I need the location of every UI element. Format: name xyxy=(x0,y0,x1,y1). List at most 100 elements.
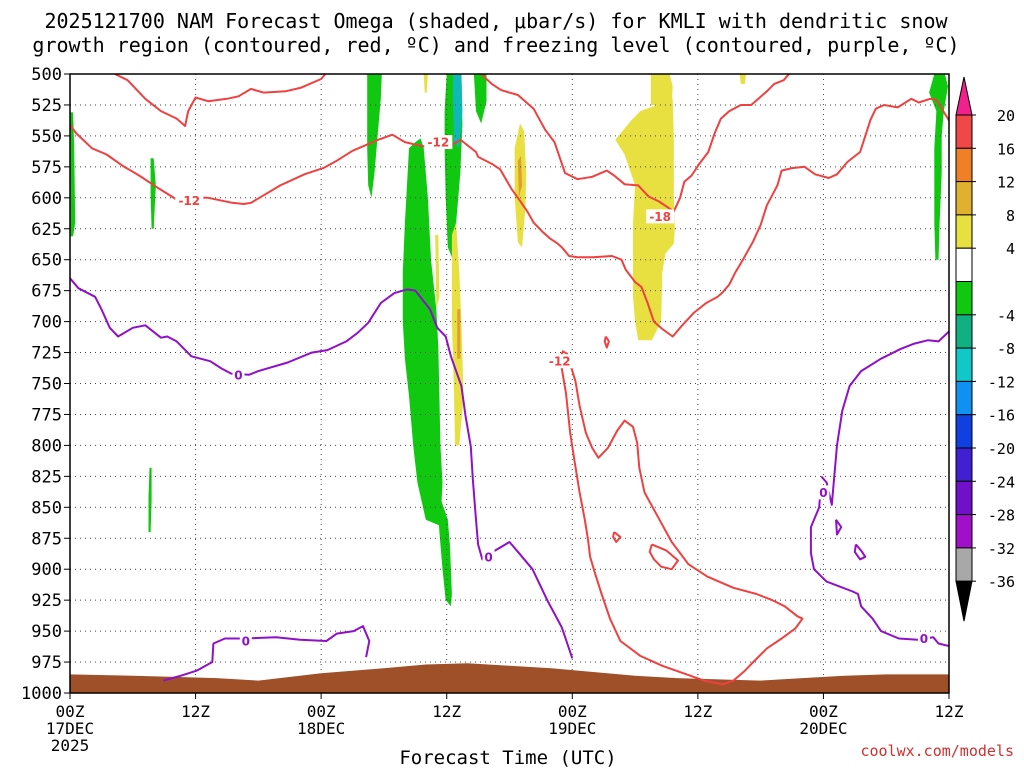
colorbar-top-arrow xyxy=(955,76,973,116)
y-tick-label-650: 650 xyxy=(31,251,62,271)
grid-layer xyxy=(70,74,949,693)
colorbar-label-4: 4 xyxy=(1006,240,1015,258)
colorbar-box-9 xyxy=(955,414,973,449)
y-tick-label-1000: 1000 xyxy=(21,684,62,704)
omega-shaded-region-5 xyxy=(437,501,452,607)
contour-label-1-2: 0 xyxy=(242,635,250,649)
y-axis: 500 525 550 575 600 625 650 675 700 725 750 775 800 8… xyxy=(21,65,70,704)
colorbar-label-9: -20 xyxy=(988,440,1015,458)
y-tick-label-875: 875 xyxy=(31,529,62,549)
contour-line-0-4 xyxy=(559,350,804,686)
x-tick-label-7-0: 12Z xyxy=(935,702,964,721)
contour-label-bg xyxy=(917,631,930,646)
y-tick-label-775: 775 xyxy=(31,405,62,425)
omega-shaded-region-8 xyxy=(453,74,463,149)
x-tick-label-0-2: 2025 xyxy=(51,736,90,755)
x-tick-label-2-1: 18DEC xyxy=(297,719,345,738)
x-tick-label-6-1: 20DEC xyxy=(799,719,847,738)
y-tick-label-925: 925 xyxy=(31,591,62,611)
colorbar-label-13: -36 xyxy=(988,573,1015,591)
contour-line-0-1 xyxy=(70,97,949,338)
terrain-fill xyxy=(70,663,949,693)
contour-label-0-1: -12 xyxy=(427,136,449,150)
contour-label-bg xyxy=(545,354,574,369)
contour-line-1-1 xyxy=(162,625,371,682)
colorbar-label-6: -8 xyxy=(997,340,1015,358)
contour-label-1-3: 0 xyxy=(819,486,827,500)
colorbar-box-1 xyxy=(955,147,973,183)
terrain-layer xyxy=(70,663,949,693)
contour-line-1-2 xyxy=(809,492,949,647)
colorbar-box-3 xyxy=(955,214,973,249)
colorbar-box-10 xyxy=(955,447,973,482)
colorbar-label-2: 12 xyxy=(997,174,1015,192)
omega-shaded-region-1 xyxy=(70,112,76,237)
y-tick-label-825: 825 xyxy=(31,467,62,487)
contour-label-bg xyxy=(817,485,830,500)
omega-shaded-region-17 xyxy=(435,234,440,310)
y-tick-label-800: 800 xyxy=(31,436,62,456)
contour-label-bg xyxy=(482,549,495,564)
x-tick-label-1-0: 12Z xyxy=(181,702,210,721)
contour-label-1-4: 0 xyxy=(920,632,928,646)
contour-label-bg xyxy=(424,135,453,150)
chart-title-line1: 2025121700 NAM Forecast Omega (shaded, μ… xyxy=(44,9,948,33)
colorbar-label-3: 8 xyxy=(1006,207,1015,225)
y-tick-label-500: 500 xyxy=(31,65,62,85)
x-tick-label-4-1: 19DEC xyxy=(548,719,596,738)
colorbar-bottom-arrow xyxy=(955,580,973,622)
x-tick-label-6-0: 00Z xyxy=(809,702,838,721)
colorbar-box-8 xyxy=(955,380,973,416)
chart-title-line2: growth region (contoured, red, ºC) and f… xyxy=(32,33,959,57)
colorbar-box-2 xyxy=(955,181,973,216)
omega-shaded-region-3 xyxy=(148,467,152,533)
omega-shaded-region-18 xyxy=(423,74,428,93)
contour-line-1-4 xyxy=(853,543,867,561)
omega-shaded-region-2 xyxy=(150,158,156,229)
omega-shaded-region-19 xyxy=(739,74,746,84)
contour-line-1-5 xyxy=(835,519,843,536)
y-tick-label-975: 975 xyxy=(31,653,62,673)
contour-layer xyxy=(70,74,949,686)
colorbar-box-0 xyxy=(955,114,973,149)
colorbar-label-1: 16 xyxy=(997,140,1015,158)
contour-line-1-3 xyxy=(820,330,949,506)
y-tick-label-625: 625 xyxy=(31,220,62,240)
colorbar-box-11 xyxy=(955,480,973,516)
x-tick-label-3-0: 12Z xyxy=(432,702,461,721)
colorbar-box-7 xyxy=(955,347,973,382)
y-tick-label-900: 900 xyxy=(31,560,62,580)
contour-label-1-0: 0 xyxy=(234,368,242,382)
omega-shaded-region-9 xyxy=(929,74,948,260)
y-tick-label-525: 525 xyxy=(31,96,62,116)
y-tick-label-725: 725 xyxy=(31,344,62,364)
credit-text: coolwx.com/models xyxy=(860,742,1014,760)
colorbar-label-10: -24 xyxy=(988,473,1015,491)
colorbar-label-11: -28 xyxy=(988,507,1015,525)
colorbar-box-4 xyxy=(955,247,973,282)
contour-line-0-6 xyxy=(612,531,622,543)
y-tick-label-675: 675 xyxy=(31,282,62,302)
omega-shaded-region-12 xyxy=(650,74,673,105)
colorbar-box-5 xyxy=(955,281,973,316)
contour-label-0-2: -18 xyxy=(649,210,671,224)
x-tick-label-4-0: 00Z xyxy=(558,702,587,721)
contour-label-bg xyxy=(175,193,204,208)
colorbar-label-7: -12 xyxy=(988,373,1015,391)
x-tick-label-0-0: 00Z xyxy=(56,702,85,721)
colorbar-box-6 xyxy=(955,314,973,349)
colorbar-label-5: -4 xyxy=(997,307,1015,325)
y-tick-label-850: 850 xyxy=(31,498,62,518)
y-tick-label-700: 700 xyxy=(31,313,62,333)
colorbar: 20 16 12 8 4 -4 -8 -12 -16 -20 -24 -28 -32 -36 xyxy=(955,76,1015,622)
contour-label-bg xyxy=(232,367,245,382)
contour-line-0-2 xyxy=(480,74,790,213)
y-tick-label-575: 575 xyxy=(31,158,62,178)
colorbar-label-12: -32 xyxy=(988,540,1015,558)
contour-label-1-1: 0 xyxy=(484,550,492,564)
contour-line-0-0 xyxy=(114,74,327,127)
contour-label-layer: -12 -12 -18 -12 0 0 0 0 0 xyxy=(175,135,930,649)
omega-shaded-region-11 xyxy=(615,98,675,341)
